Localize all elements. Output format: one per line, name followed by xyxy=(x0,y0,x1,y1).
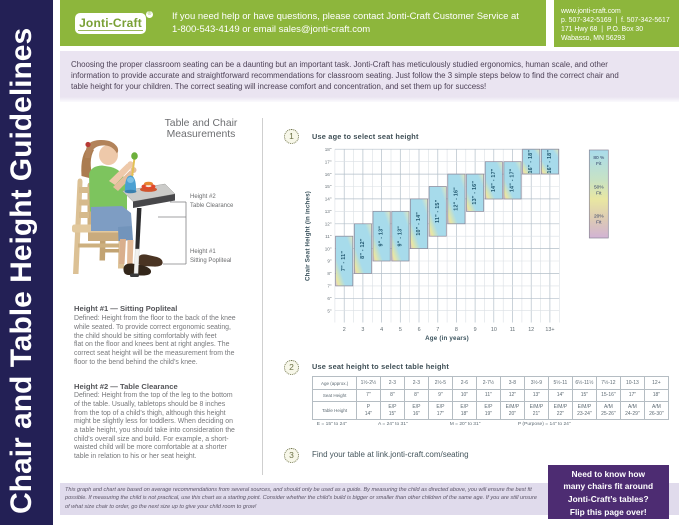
svg-text:20%: 20% xyxy=(594,214,604,220)
svg-text:7: 7 xyxy=(436,327,439,333)
svg-text:9: 9 xyxy=(474,327,477,333)
svg-text:16" - 18": 16" - 18" xyxy=(528,150,534,174)
svg-text:16" - 18": 16" - 18" xyxy=(547,150,553,174)
svg-text:15": 15" xyxy=(325,184,332,189)
svg-text:18": 18" xyxy=(325,147,332,152)
svg-text:14": 14" xyxy=(325,197,332,202)
svg-text:9" - 13": 9" - 13" xyxy=(397,226,403,247)
svg-text:13" - 16": 13" - 16" xyxy=(472,181,478,205)
svg-text:10": 10" xyxy=(325,246,332,251)
svg-text:Age (in years): Age (in years) xyxy=(425,335,469,342)
svg-text:7" - 11": 7" - 11" xyxy=(341,251,347,271)
svg-text:50%: 50% xyxy=(594,185,604,191)
svg-text:12": 12" xyxy=(325,222,332,227)
svg-text:5": 5" xyxy=(327,308,332,313)
svg-text:2: 2 xyxy=(343,327,346,333)
svg-text:11: 11 xyxy=(510,327,516,333)
svg-text:5: 5 xyxy=(399,327,402,333)
svg-text:8: 8 xyxy=(455,327,458,333)
svg-text:12" - 16": 12" - 16" xyxy=(453,187,459,211)
svg-text:Fit: Fit xyxy=(596,220,602,226)
svg-text:10" - 14": 10" - 14" xyxy=(416,212,422,236)
svg-text:14" - 17": 14" - 17" xyxy=(491,168,497,192)
svg-text:16": 16" xyxy=(325,172,332,177)
svg-text:11" - 15": 11" - 15" xyxy=(435,199,441,223)
svg-text:6": 6" xyxy=(327,296,332,301)
svg-text:17": 17" xyxy=(325,159,332,164)
svg-text:Fit: Fit xyxy=(596,191,602,197)
svg-text:Fit: Fit xyxy=(596,161,602,167)
svg-text:7": 7" xyxy=(327,284,332,289)
svg-text:10: 10 xyxy=(491,327,497,333)
svg-text:3: 3 xyxy=(361,327,364,333)
svg-text:12: 12 xyxy=(528,327,534,333)
svg-text:80 %: 80 % xyxy=(593,155,605,161)
svg-text:9" - 13": 9" - 13" xyxy=(379,226,385,247)
svg-text:4: 4 xyxy=(380,327,383,333)
svg-text:13+: 13+ xyxy=(545,327,554,333)
svg-text:14" - 17": 14" - 17" xyxy=(510,168,516,192)
svg-text:11": 11" xyxy=(325,234,332,239)
svg-text:8": 8" xyxy=(327,271,332,276)
svg-text:13": 13" xyxy=(325,209,332,214)
svg-text:6: 6 xyxy=(418,327,421,333)
svg-text:9": 9" xyxy=(327,259,332,264)
svg-text:8" - 12": 8" - 12" xyxy=(360,238,366,259)
svg-text:Chair Seat Height (in inches): Chair Seat Height (in inches) xyxy=(305,191,312,281)
